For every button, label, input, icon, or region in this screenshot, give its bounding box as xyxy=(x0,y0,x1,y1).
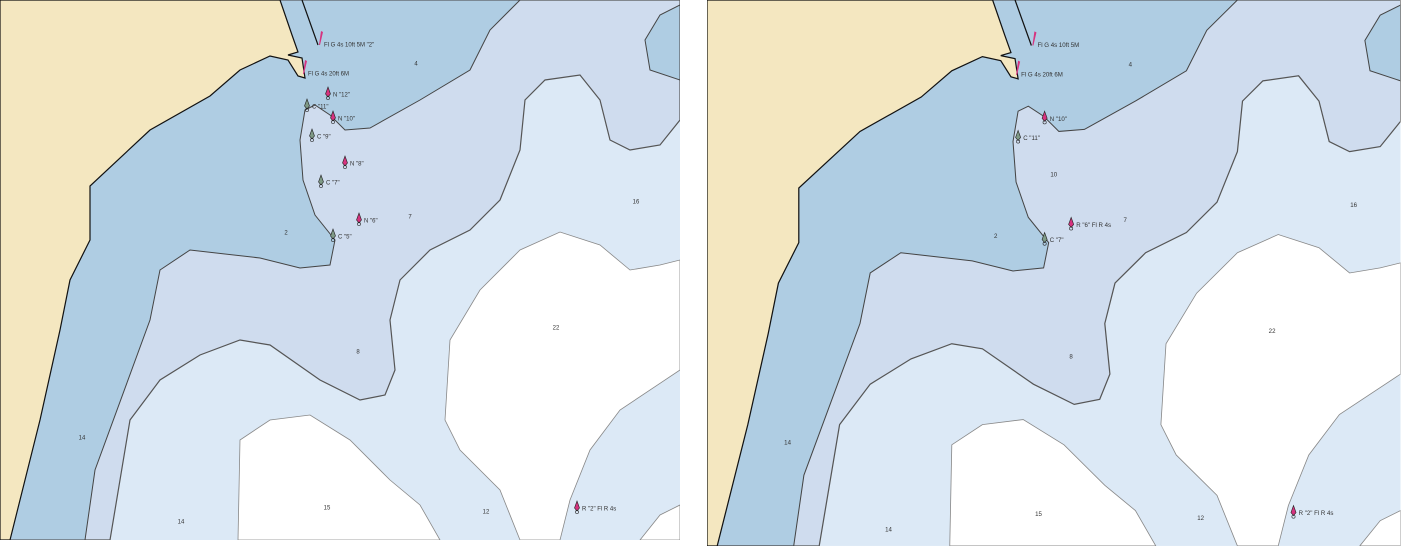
light-label: Fl G 4s 10ft 5M xyxy=(1037,42,1079,49)
buoy-base xyxy=(331,238,335,242)
depth-sounding: 15 xyxy=(1035,511,1042,518)
buoy-base xyxy=(1291,514,1296,519)
chart-panel: Fl G 4s 10ft 5M "2" Fl G 4s 20ft 6M 4 7 2 16 2… xyxy=(0,0,680,540)
buoy-base xyxy=(319,184,323,188)
buoy-base xyxy=(575,510,579,514)
depth-sounding: 14 xyxy=(79,436,86,442)
buoy xyxy=(574,500,580,512)
light-marker xyxy=(1016,60,1021,75)
light-label: Fl G 4s 10ft 5M "2" xyxy=(324,43,374,49)
light-label: Fl G 4s 20ft 6M xyxy=(308,72,349,78)
buoy-label: N "10" xyxy=(1050,116,1067,123)
depth-sounding: 7 xyxy=(1123,217,1127,224)
depth-sounding: 14 xyxy=(784,439,791,446)
buoy xyxy=(1015,129,1021,142)
buoy xyxy=(330,228,336,240)
buoy-base xyxy=(310,138,314,142)
buoy xyxy=(342,155,348,167)
buoy xyxy=(318,174,324,186)
buoy-label: N "10" xyxy=(338,117,355,123)
depth-sounding: 4 xyxy=(1129,61,1133,68)
buoy-label: R "2" Fl R 4s xyxy=(1299,510,1334,517)
depth-sounding: 8 xyxy=(356,350,360,356)
depth-sounding: 15 xyxy=(324,506,331,512)
light-marker xyxy=(1032,31,1037,46)
buoy-base xyxy=(343,165,347,169)
buoy-label: N "8" xyxy=(350,162,364,168)
light-label: Fl G 4s 20ft 6M xyxy=(1021,71,1063,78)
buoy-label: N "12" xyxy=(333,93,350,99)
buoy-label: R "6" Fl R 4s xyxy=(1076,222,1111,229)
depth-sounding: 14 xyxy=(178,520,185,526)
buoy-label: C "9" xyxy=(317,135,331,141)
buoy-label: C "5" xyxy=(338,235,352,241)
buoy-base xyxy=(331,120,335,124)
buoy xyxy=(325,86,331,98)
depth-sounding: 12 xyxy=(483,510,490,516)
buoy xyxy=(1041,231,1048,244)
buoy-base xyxy=(1069,226,1074,231)
light-marker xyxy=(303,60,307,74)
buoy-label: N "6" xyxy=(364,219,378,225)
depth-sounding: 2 xyxy=(284,231,288,237)
buoy-base xyxy=(1042,241,1047,246)
depth-sounding: 14 xyxy=(885,526,892,533)
light-marker xyxy=(319,31,323,45)
depth-sounding: 22 xyxy=(1269,328,1276,335)
buoy-base xyxy=(305,108,309,112)
buoy xyxy=(1290,504,1297,517)
buoy-base xyxy=(1042,120,1047,125)
depth-sounding: 22 xyxy=(553,326,560,332)
buoy-label: C "11" xyxy=(312,105,329,111)
depth-sounding: 8 xyxy=(1069,354,1073,361)
buoy-base xyxy=(357,222,361,226)
chart-panel: Fl G 4s 10ft 5M Fl G 4s 20ft 6M 4 10 7 2 16 22 8… xyxy=(707,0,1401,546)
buoy xyxy=(1041,110,1048,122)
buoy-base xyxy=(326,96,330,100)
depth-sounding: 12 xyxy=(1197,515,1204,522)
buoy xyxy=(309,128,315,140)
depth-sounding: 4 xyxy=(414,62,418,68)
buoy xyxy=(330,110,336,122)
depth-sounding: 2 xyxy=(994,233,998,240)
buoy-base xyxy=(1016,139,1021,144)
depth-sounding: 16 xyxy=(1350,202,1357,209)
depth-sounding: 16 xyxy=(633,200,640,206)
buoy-label: C "11" xyxy=(1023,135,1040,142)
buoy xyxy=(1068,216,1075,228)
buoy-label: C "7" xyxy=(326,181,340,187)
buoy xyxy=(304,98,310,110)
buoy-label: C "7" xyxy=(1050,237,1064,244)
buoy xyxy=(356,212,362,224)
depth-sounding: 7 xyxy=(408,215,412,221)
depth-sounding: 10 xyxy=(1050,172,1057,179)
buoy-label: R "2" Fl R 4s xyxy=(582,507,616,513)
